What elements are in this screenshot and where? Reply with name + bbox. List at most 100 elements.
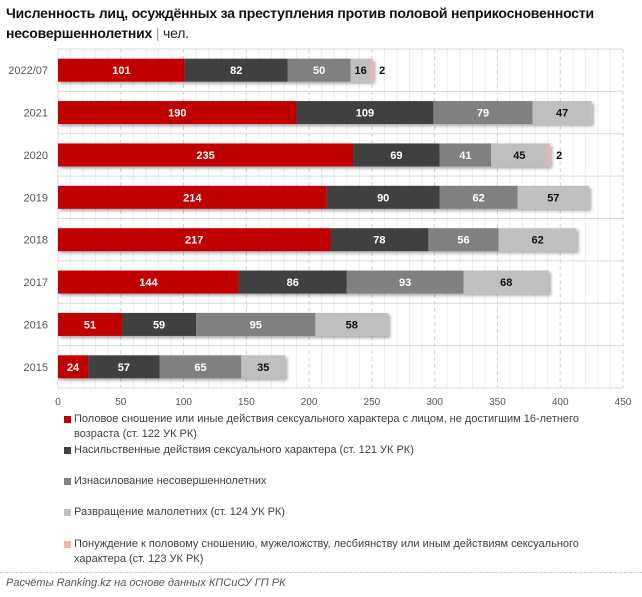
bar-segment (433, 101, 533, 125)
bar-segment (330, 228, 429, 252)
bar-segment (547, 143, 551, 167)
x-tick-label: 450 (615, 397, 632, 408)
data-label: 24 (67, 362, 80, 374)
data-label: 109 (356, 108, 374, 120)
bar-segment (353, 143, 440, 167)
legend-label: Насильственные действия сексуального хар… (74, 444, 414, 456)
bar-segment (439, 143, 492, 167)
bar-segment (326, 185, 440, 209)
data-label: 82 (230, 65, 242, 77)
x-tick-label: 250 (364, 397, 381, 408)
legend-item-rape: Изнасилование несовершеннолетних (64, 474, 624, 489)
bar-stack (58, 270, 549, 294)
legend-marker (64, 478, 71, 485)
data-label: 41 (459, 150, 471, 162)
bar-segment (122, 312, 197, 336)
data-label: 16 (354, 65, 366, 77)
bar-segment (346, 270, 464, 294)
data-label: 235 (196, 150, 214, 162)
legend-item-art122: Половое сношение или иные действия сексу… (64, 412, 624, 442)
data-label: 57 (118, 362, 130, 374)
bar-segment (88, 355, 160, 379)
category-axis: 2022/07 2021 2020 2019 2018 2017 2016 2015 (8, 65, 48, 374)
category-label: 2019 (24, 192, 48, 204)
legend-marker (64, 541, 71, 548)
bar-segment (58, 312, 123, 336)
legend-label: Изнасилование несовершеннолетних (74, 475, 267, 487)
data-label: 57 (547, 192, 559, 204)
bar-segment (315, 312, 389, 336)
footer-divider (0, 572, 642, 573)
bar-stack (58, 228, 577, 252)
bar-segment (58, 228, 331, 252)
bar-segment (196, 312, 316, 336)
data-label: 45 (513, 150, 525, 162)
category-label: 2018 (24, 235, 48, 247)
chart-title-main: Численность лиц, осуждённых за преступле… (6, 5, 594, 41)
category-label: 2021 (24, 108, 48, 120)
bar-stack (58, 58, 374, 82)
legend-marker (64, 416, 71, 423)
category-label: 2022/07 (8, 65, 48, 77)
stacked-bar-chart: 101 82 50 16 2 190 109 79 47 235 69 41 45 2 214 90 62 57 2… (8, 48, 632, 408)
data-label: 90 (377, 192, 389, 204)
data-label: 78 (373, 235, 385, 247)
data-label: 2 (556, 150, 562, 162)
data-label: 65 (194, 362, 206, 374)
data-label: 59 (153, 319, 165, 331)
x-tick-label: 200 (301, 397, 318, 408)
bar-stack (58, 101, 592, 125)
legend-item-art124: Развращение малолетних (ст. 124 УК РК) (64, 505, 624, 520)
bar-segment (58, 355, 89, 379)
data-label: 56 (457, 235, 469, 247)
bar-stack (58, 355, 286, 379)
data-label: 79 (477, 108, 489, 120)
bar-segment (58, 58, 185, 82)
x-tick-label: 100 (175, 397, 192, 408)
category-label: 2020 (24, 150, 48, 162)
data-labels: 101 82 50 16 2 190 109 79 47 235 69 41 45 2 214 90 62 57 2… (67, 65, 568, 374)
x-tick-label: 0 (55, 397, 61, 408)
bar-segment (58, 101, 297, 125)
category-label: 2017 (24, 277, 48, 289)
bar-segment (296, 101, 434, 125)
source-note: Расчёты Ranking.kz на основе данных КПСи… (6, 577, 286, 589)
legend-label: Понуждение к половому сношению, мужеложс… (74, 538, 579, 565)
value-axis: 0 50 100 150 200 250 300 350 400 450 (55, 397, 632, 408)
bar-segment (370, 58, 374, 82)
x-tick-label: 150 (238, 397, 255, 408)
title-unit: чел. (163, 25, 189, 41)
data-label: 95 (250, 319, 262, 331)
bar-stack (58, 143, 551, 167)
bar-segment (491, 143, 548, 167)
legend-label: Половое сношение или иные действия сексу… (74, 413, 579, 440)
data-label: 47 (556, 108, 568, 120)
bar-segment (517, 185, 590, 209)
legend-marker (64, 509, 71, 516)
data-label: 35 (257, 362, 269, 374)
data-label: 62 (531, 235, 543, 247)
category-label: 2016 (24, 319, 48, 331)
bar-segment (532, 101, 592, 125)
data-label: 69 (390, 150, 402, 162)
data-label: 214 (183, 192, 202, 204)
bar-segment (498, 228, 577, 252)
data-label: 86 (287, 277, 299, 289)
x-tick-label: 350 (489, 397, 506, 408)
bar-segment (58, 270, 239, 294)
legend-item-art121: Насильственные действия сексуального хар… (64, 443, 624, 458)
bars (58, 58, 592, 379)
bar-segment (439, 185, 518, 209)
bar-segment (58, 185, 327, 209)
bar-segment (184, 58, 288, 82)
bar-segment (159, 355, 242, 379)
bar-segment (463, 270, 549, 294)
bar-stack (58, 312, 389, 336)
bar-segment (241, 355, 286, 379)
x-tick-label: 300 (426, 397, 443, 408)
title-separator: | (155, 25, 160, 41)
category-label: 2015 (24, 362, 48, 374)
data-label: 68 (500, 277, 512, 289)
data-label: 101 (112, 65, 130, 77)
data-label: 50 (313, 65, 325, 77)
